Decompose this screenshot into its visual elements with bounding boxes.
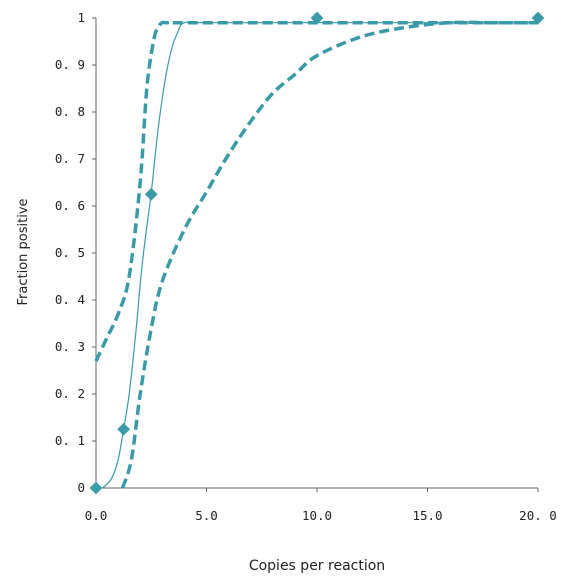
y-tick-label: 0. 9 [55,57,85,72]
x-axis-title: Copies per reaction [249,558,385,574]
y-axis-title: Fraction positive [16,198,31,305]
y-tick-label: 0. 1 [55,433,85,448]
ticks: 00. 10. 20. 30. 40. 50. 60. 70. 80. 910.… [55,10,557,523]
y-tick-label: 0. 4 [55,292,85,307]
y-tick-label: 0. 8 [55,104,85,119]
y-tick-label: 0. 5 [55,245,85,260]
data-point-marker [144,187,158,201]
y-tick-label: 1 [77,10,85,25]
axes [95,18,538,489]
fit-curve [102,21,538,489]
y-tick-label: 0. 2 [55,386,85,401]
x-tick-label: 10.0 [302,508,332,523]
data-points [89,11,545,495]
x-tick-label: 15.0 [412,508,442,523]
data-point-marker [89,481,103,495]
y-tick-label: 0 [77,480,85,495]
y-tick-label: 0. 6 [55,198,85,213]
data-point-marker [117,422,130,436]
series [94,20,538,489]
y-tick-label: 0. 3 [55,339,85,354]
data-point-marker [310,11,324,25]
upper-bound-curve [94,20,538,362]
lower-bound-curve [120,20,538,489]
x-tick-label: 5.0 [195,508,218,523]
x-tick-label: 20. 0 [519,508,557,523]
x-tick-label: 0.0 [85,508,108,523]
y-tick-label: 0. 7 [55,151,85,166]
